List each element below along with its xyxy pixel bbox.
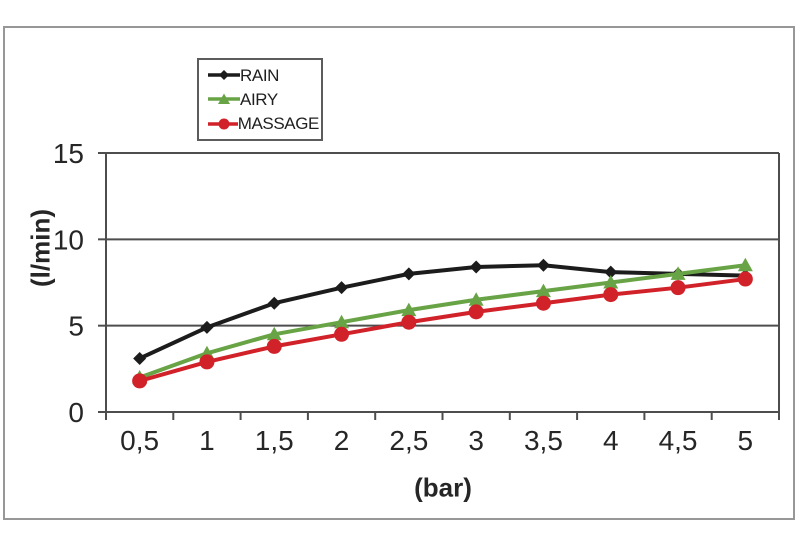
series-marker-massage [468, 304, 484, 320]
series-marker-rain [469, 260, 483, 274]
x-tick-label: 2,5 [389, 425, 428, 456]
series-marker-airy [401, 302, 417, 317]
series-marker-massage [535, 295, 551, 311]
y-tick-label: 5 [68, 311, 84, 342]
y-tick-label: 10 [53, 224, 84, 255]
circle-marker-icon [208, 118, 238, 130]
series-marker-rain [267, 296, 281, 310]
series-marker-airy [737, 257, 753, 272]
series-marker-airy [266, 326, 282, 341]
series-marker-rain [335, 281, 349, 295]
x-tick-label: 1 [199, 425, 215, 456]
x-tick-label: 3,5 [524, 425, 563, 456]
series-line-massage [137, 277, 748, 383]
legend-label: RAIN [240, 65, 280, 85]
series-marker-rain [133, 351, 147, 365]
x-tick-label: 4,5 [659, 425, 698, 456]
y-tick-label: 0 [68, 397, 84, 428]
x-tick-label: 2 [334, 425, 350, 456]
x-tick-label: 3 [468, 425, 484, 456]
series-marker-massage [334, 326, 350, 342]
series-marker-rain [200, 320, 214, 334]
series-marker-massage [670, 280, 686, 296]
series-line-airy [137, 263, 748, 380]
series-marker-rain [604, 265, 618, 279]
series-line-rain [137, 263, 748, 361]
series-marker-airy [670, 266, 686, 280]
diamond-marker-icon [208, 70, 240, 81]
y-tick-label: 15 [53, 138, 84, 169]
series-marker-massage [199, 354, 215, 370]
series-marker-massage [266, 338, 282, 354]
legend-label: AIRY [240, 89, 278, 109]
x-axis-title: (bar) [414, 472, 472, 503]
chart-legend: RAIN AIRY MASSAGE [197, 58, 323, 141]
series-marker-massage [737, 271, 753, 287]
series-marker-airy [603, 275, 619, 289]
legend-label: MASSAGE [237, 114, 320, 134]
series-marker-rain [402, 267, 416, 281]
series-marker-airy [468, 292, 484, 306]
triangle-marker-icon [208, 93, 240, 105]
x-tick-label: 4 [603, 425, 619, 456]
series-marker-airy [535, 283, 551, 298]
series-marker-rain [536, 258, 550, 272]
series-marker-airy [334, 314, 350, 329]
legend-item-massage: MASSAGE [208, 115, 319, 132]
legend-item-airy: AIRY [208, 91, 319, 108]
y-axis-title: (l/min) [25, 209, 56, 287]
series-marker-massage [603, 287, 619, 303]
x-tick-label: 0,5 [120, 425, 159, 456]
x-tick-label: 5 [738, 425, 754, 456]
x-tick-label: 1,5 [255, 425, 294, 456]
series-marker-massage [132, 373, 148, 389]
series-marker-massage [401, 314, 417, 330]
legend-item-rain: RAIN [208, 67, 319, 84]
